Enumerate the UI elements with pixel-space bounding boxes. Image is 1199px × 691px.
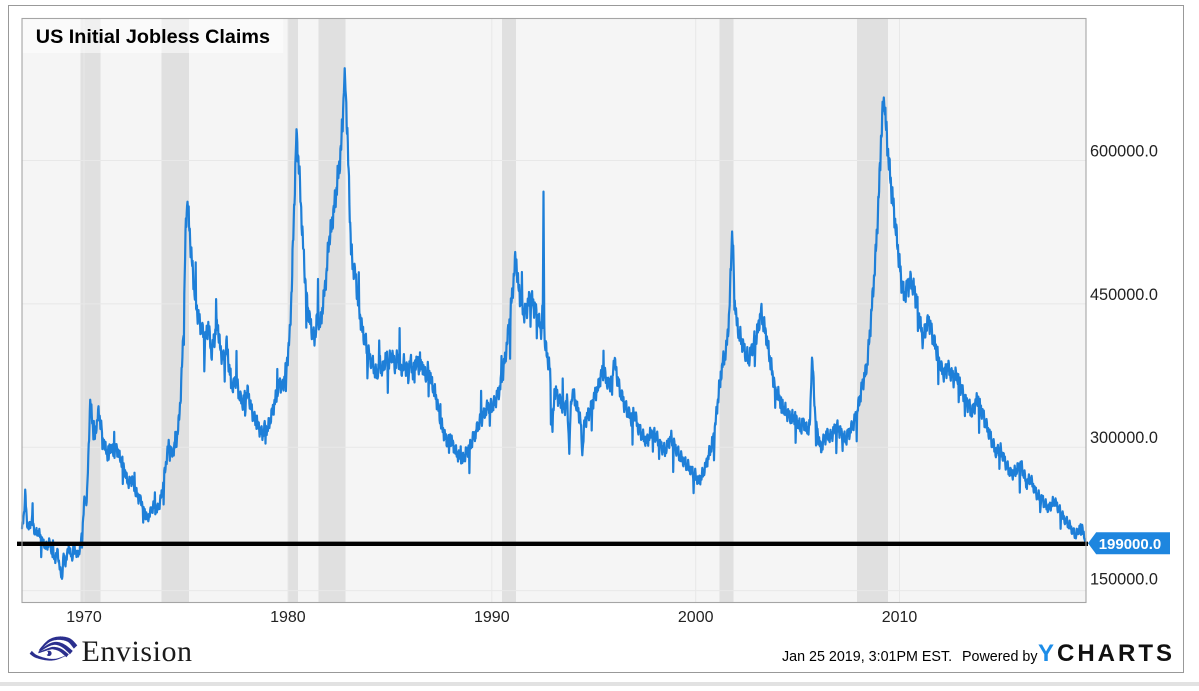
- svg-text:1990: 1990: [474, 609, 510, 626]
- svg-text:US Initial Jobless Claims: US Initial Jobless Claims: [36, 26, 270, 48]
- svg-text:Jan 25 2019, 3:01PM EST.: Jan 25 2019, 3:01PM EST.: [782, 649, 952, 665]
- svg-text:450000.0: 450000.0: [1090, 286, 1158, 304]
- svg-text:Powered by: Powered by: [962, 649, 1038, 665]
- svg-text:300000.0: 300000.0: [1090, 429, 1158, 447]
- svg-text:2010: 2010: [882, 609, 918, 626]
- svg-text:1980: 1980: [270, 609, 306, 626]
- svg-text:150000.0: 150000.0: [1090, 571, 1158, 589]
- svg-text:Envision: Envision: [82, 635, 193, 668]
- svg-text:199000.0: 199000.0: [1099, 536, 1162, 553]
- svg-text:YCHARTS: YCHARTS: [1038, 640, 1175, 667]
- svg-text:600000.0: 600000.0: [1090, 143, 1158, 161]
- svg-text:2000: 2000: [678, 609, 714, 626]
- svg-text:1970: 1970: [66, 609, 102, 626]
